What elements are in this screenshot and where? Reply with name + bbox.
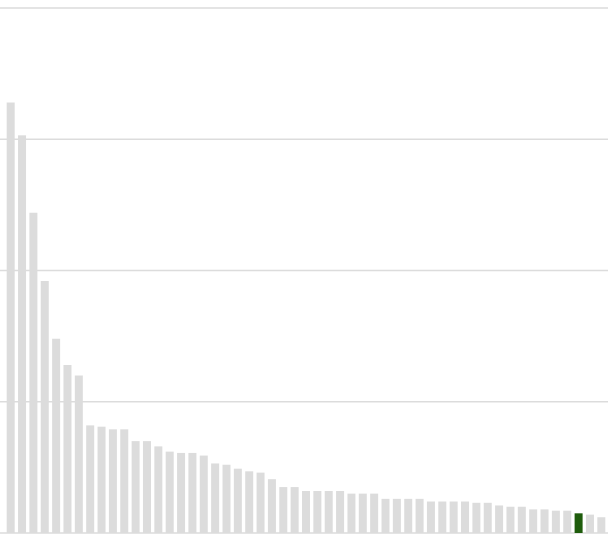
bar: [381, 498, 390, 533]
bar: [302, 491, 310, 533]
bar: [495, 505, 504, 533]
bar: [529, 509, 538, 533]
bar: [574, 513, 583, 533]
bar: [256, 472, 265, 533]
bar: [142, 441, 151, 533]
bar: [324, 491, 333, 533]
bar: [63, 365, 72, 533]
bar: [18, 135, 27, 533]
bar: [585, 514, 594, 533]
bar: [517, 506, 526, 533]
bar: [108, 429, 117, 533]
bar: [358, 493, 367, 533]
bar: [267, 479, 276, 533]
bar: [370, 493, 379, 533]
bar: [506, 506, 515, 533]
bar: [551, 510, 560, 533]
bar: [154, 446, 163, 533]
bar: [336, 491, 345, 533]
bar: [86, 425, 95, 533]
bar: [279, 487, 288, 533]
bar: [29, 212, 38, 533]
bar: [415, 498, 424, 533]
bar: [52, 338, 61, 533]
bar: [483, 502, 492, 533]
bar: [472, 502, 481, 533]
bar: [347, 493, 356, 533]
bar: [165, 451, 174, 533]
bar: [233, 468, 242, 533]
bar: [461, 501, 470, 533]
bar: [404, 498, 413, 533]
bar: [211, 463, 220, 533]
bar: [245, 471, 254, 533]
bar: [540, 509, 549, 533]
bar: [177, 452, 186, 533]
bar: [120, 429, 129, 533]
bar: [597, 517, 606, 533]
bar: [188, 452, 197, 533]
bar: [449, 501, 458, 533]
bar: [313, 491, 322, 533]
bar: [290, 487, 299, 533]
bar: [199, 455, 208, 533]
bar: [392, 498, 401, 533]
bar: [97, 426, 106, 533]
bar: [74, 375, 83, 533]
bar: [426, 501, 435, 533]
bar: [222, 464, 231, 533]
bar: [40, 281, 49, 533]
bar: [563, 510, 572, 533]
bar: [438, 501, 447, 533]
bar: [131, 441, 140, 533]
bar: [6, 102, 15, 533]
